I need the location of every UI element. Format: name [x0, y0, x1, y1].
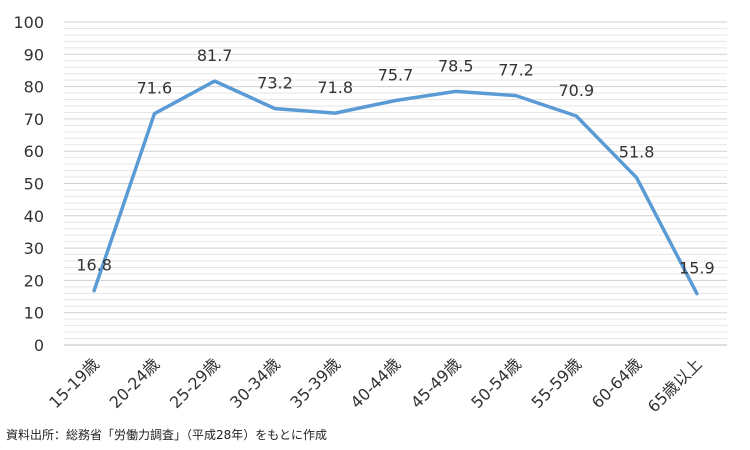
x-tick-label: 45-49歳	[407, 354, 465, 412]
y-tick-label: 90	[24, 45, 44, 64]
y-tick-label: 40	[24, 207, 44, 226]
data-label: 16.8	[76, 256, 112, 275]
y-tick-label: 100	[13, 13, 44, 32]
y-tick-label: 50	[24, 175, 44, 194]
y-tick-label: 20	[24, 271, 44, 290]
x-tick-label: 65歳以上	[644, 354, 706, 416]
x-tick-label: 60-64歳	[588, 354, 646, 412]
data-label: 78.5	[438, 56, 474, 75]
data-label: 81.7	[197, 46, 233, 65]
x-tick-label: 25-29歳	[166, 354, 224, 412]
data-label: 77.2	[498, 61, 534, 80]
y-tick-label: 10	[24, 304, 44, 323]
y-tick-label: 80	[24, 78, 44, 97]
x-tick-label: 20-24歳	[106, 354, 164, 412]
x-tick-label: 35-39歳	[286, 354, 344, 412]
data-label: 75.7	[378, 65, 414, 84]
data-label: 70.9	[559, 81, 595, 100]
data-label: 51.8	[619, 143, 655, 162]
y-tick-label: 30	[24, 239, 44, 258]
data-label: 71.6	[137, 79, 173, 98]
source-note: 資料出所：総務省「労働力調査」（平成28年）をもとに作成	[6, 428, 328, 442]
x-tick-label: 30-34歳	[226, 354, 284, 412]
data-labels: 16.8 71.6 81.7 73.2 71.8 75.7 78.5 77.2 70.9 51.8…	[76, 46, 714, 278]
x-tick-label: 15-19歳	[45, 354, 103, 412]
y-tick-label: 60	[24, 142, 44, 161]
gridlines	[64, 21, 727, 346]
series-line-group	[92, 79, 699, 296]
x-tick-label: 40-44歳	[347, 354, 405, 412]
y-tick-label: 70	[24, 110, 44, 129]
series-line	[92, 79, 699, 296]
x-tick-label: 50-54歳	[467, 354, 525, 412]
data-label: 15.9	[679, 259, 715, 278]
data-label: 73.2	[257, 74, 293, 93]
y-tick-label: 0	[34, 336, 44, 355]
x-axis: 15-19歳 20-24歳 25-29歳 30-34歳 35-39歳 40-44歳 45-4…	[45, 344, 727, 416]
data-label: 71.8	[317, 78, 353, 97]
y-axis-ticks: 0 10 20 30 40 50 60 70 80 90 100	[13, 13, 44, 355]
x-tick-label: 55-59歳	[528, 354, 586, 412]
